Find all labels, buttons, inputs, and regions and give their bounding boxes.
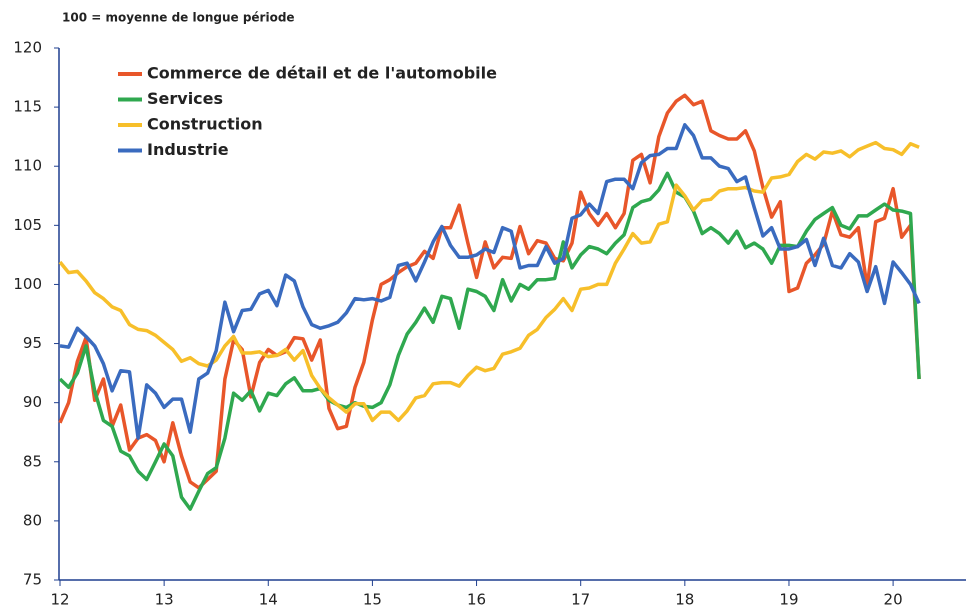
series-line (58, 171, 921, 511)
y-tick-label: 120 (13, 39, 42, 57)
chart-subtitle: 100 = moyenne de longue période (62, 11, 295, 25)
y-tick-label: 75 (23, 571, 42, 589)
series-line (58, 140, 920, 423)
y-tick-label: 80 (23, 511, 42, 529)
x-tick-label: 20 (884, 591, 903, 609)
series-line (59, 123, 921, 440)
x-tick-label: 16 (467, 591, 486, 609)
x-tick-label: 19 (779, 591, 798, 609)
x-tick-label: 17 (571, 591, 590, 609)
x-tick-label: 13 (155, 591, 174, 609)
x-tick-label: 14 (259, 591, 278, 609)
y-tick-label: 115 (13, 98, 42, 116)
x-tick-label: 15 (363, 591, 382, 609)
y-tick-label: 90 (23, 393, 42, 411)
legend-label: Commerce de détail et de l'automobile (147, 64, 497, 83)
y-tick-label: 100 (13, 275, 42, 293)
x-tick-label: 18 (675, 591, 694, 609)
legend-label: Industrie (147, 140, 229, 159)
y-tick-label: 85 (23, 452, 42, 470)
legend-label: Construction (147, 115, 263, 134)
y-tick-label: 95 (23, 334, 42, 352)
y-tick-label: 110 (13, 157, 42, 175)
y-tick-label: 105 (13, 216, 42, 234)
legend-label: Services (147, 89, 223, 108)
x-tick-label: 12 (50, 591, 69, 609)
